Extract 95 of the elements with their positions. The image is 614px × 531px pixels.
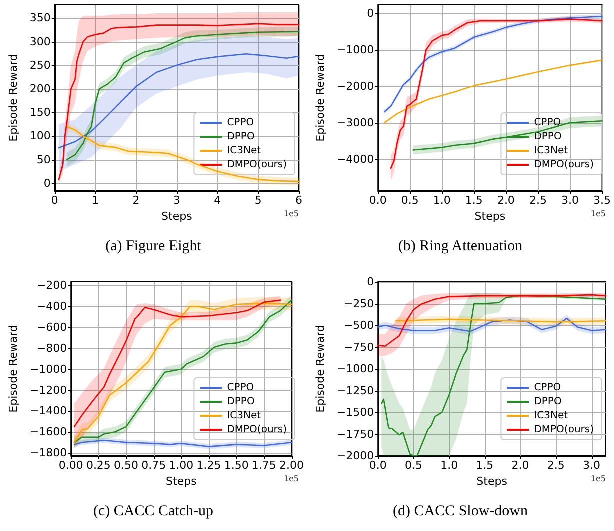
x-tick-label: 2.0 (512, 459, 530, 472)
y-tick-label: −1400 (30, 404, 68, 418)
x-tick-label: 1.5 (476, 459, 494, 472)
x-tick-label: 2.5 (529, 194, 547, 207)
y-tick-label: −1000 (336, 362, 374, 376)
y-tick-label: −1500 (336, 406, 374, 419)
text: (b) Ring Attenuation (398, 238, 524, 254)
y-tick-label: −3000 (336, 116, 374, 130)
y-tick-label: 300 (30, 35, 51, 48)
x-tick-label: 3.5 (594, 194, 612, 207)
x-tick-label: 1 (92, 194, 100, 207)
legend-label: IC3Net (534, 146, 568, 156)
x-tick-label: 1.75 (252, 459, 276, 472)
y-tick-label: −1000 (30, 362, 68, 376)
y-tick-label: 0 (44, 176, 51, 190)
legend-label: DMPO(ours) (534, 160, 594, 170)
x-tick-label: 4 (214, 194, 222, 207)
y-tick-label: −2000 (336, 80, 374, 94)
legend-label: DPPO (534, 396, 562, 408)
x-tick-label: 0.5 (404, 459, 422, 472)
line-series (377, 294, 607, 348)
text: 1e5 (284, 210, 300, 218)
y-tick-label: 150 (30, 106, 51, 120)
x-tick-label: 2.00 (280, 459, 304, 472)
y-tick-label: 250 (30, 58, 51, 72)
y-axis-title: Episode Reward (314, 325, 327, 413)
x-tick-label: 3.0 (561, 194, 579, 207)
legend-label: CPPO (227, 118, 254, 128)
x-tick-label: 2.0 (497, 194, 515, 207)
legend-label: CPPO (534, 382, 562, 394)
x-tick-label: 1.5 (465, 194, 483, 207)
legend-label: DMPO(ours) (534, 424, 594, 436)
x-axis-title: Steps (474, 210, 506, 223)
x-tick-label: 0.75 (142, 459, 166, 472)
x-tick-label: 0.00 (58, 459, 84, 472)
y-tick-label: 350 (30, 12, 51, 25)
text: (c) CACC Catch-up (94, 504, 214, 520)
y-tick-label: −200 (36, 279, 68, 292)
y-axis-title: Episode Reward (7, 54, 20, 142)
x-axis-title: Steps (162, 210, 193, 223)
y-tick-label: 0 (367, 7, 374, 20)
y-tick-label: −250 (344, 297, 374, 310)
text: (d) CACC Slow-down (392, 504, 528, 520)
y-tick-label: −400 (36, 300, 68, 314)
x-tick-label: 6 (296, 194, 302, 207)
y-tick-label: −750 (344, 340, 374, 354)
x-tick-label: 1.25 (196, 459, 222, 472)
line-series (384, 60, 603, 124)
y-tick-label: 100 (30, 130, 51, 143)
y-tick-label: −800 (36, 342, 68, 355)
text: 1e5 (284, 474, 300, 484)
legend-label: IC3Net (227, 146, 262, 156)
y-tick-label: −4000 (336, 152, 374, 166)
x-tick-label: 1.0 (433, 194, 451, 207)
legend-label: IC3Net (227, 410, 262, 422)
y-tick-label: −1800 (30, 446, 68, 460)
text: (a) Figure Eight (106, 238, 202, 254)
y-axis-title: Episode Reward (7, 325, 20, 413)
x-tick-label: 2.5 (547, 459, 565, 472)
legend-label: DMPO(ours) (227, 160, 288, 170)
y-tick-label: −1750 (336, 428, 374, 441)
x-axis-title: Steps (166, 474, 198, 488)
y-axis-title: Episode Reward (314, 54, 327, 142)
x-tick-label: 0.50 (114, 459, 139, 472)
text: 1e5 (590, 210, 606, 218)
legend-label: DPPO (227, 132, 255, 142)
x-axis-title: Steps (476, 474, 508, 488)
y-tick-label: −1000 (336, 44, 374, 57)
x-tick-label: 0.5 (401, 194, 419, 207)
legend-label: IC3Net (534, 410, 568, 422)
x-tick-label: 2 (132, 194, 140, 207)
legend-label: CPPO (227, 382, 254, 394)
legend-label: DMPO(ours) (227, 424, 288, 436)
y-tick-label: −1250 (336, 384, 374, 398)
line-series (377, 318, 607, 332)
legend-label: CPPO (534, 118, 562, 128)
x-tick-label: 1.50 (224, 459, 249, 472)
y-tick-label: 50 (36, 153, 51, 166)
x-tick-label: 1.00 (169, 459, 194, 472)
y-tick-label: −1200 (30, 384, 68, 397)
x-tick-label: 5 (254, 194, 262, 207)
legend-label: DPPO (534, 132, 562, 142)
legend-label: DPPO (227, 396, 255, 408)
y-tick-label: −1600 (30, 426, 68, 439)
y-tick-label: 200 (30, 82, 51, 96)
x-tick-label: 0.0 (369, 459, 387, 472)
text: 1e5 (590, 474, 606, 484)
x-tick-label: 0.25 (86, 459, 111, 472)
x-tick-label: 3 (173, 194, 180, 207)
x-tick-label: 0.0 (369, 194, 387, 207)
x-tick-label: 1.0 (440, 459, 458, 472)
x-tick-label: 3.0 (583, 459, 601, 472)
y-tick-label: −600 (36, 321, 68, 334)
y-tick-label: 0 (367, 276, 374, 288)
y-tick-label: −500 (344, 319, 374, 332)
